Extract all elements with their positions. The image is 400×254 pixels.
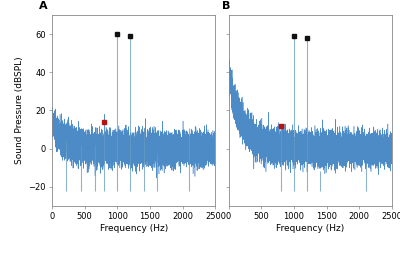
Y-axis label: Sound Pressure (dBSPL): Sound Pressure (dBSPL) bbox=[15, 57, 24, 164]
X-axis label: Frequency (Hz): Frequency (Hz) bbox=[100, 224, 168, 233]
Text: A: A bbox=[39, 2, 48, 11]
Text: B: B bbox=[222, 2, 230, 11]
X-axis label: Frequency (Hz): Frequency (Hz) bbox=[276, 224, 344, 233]
